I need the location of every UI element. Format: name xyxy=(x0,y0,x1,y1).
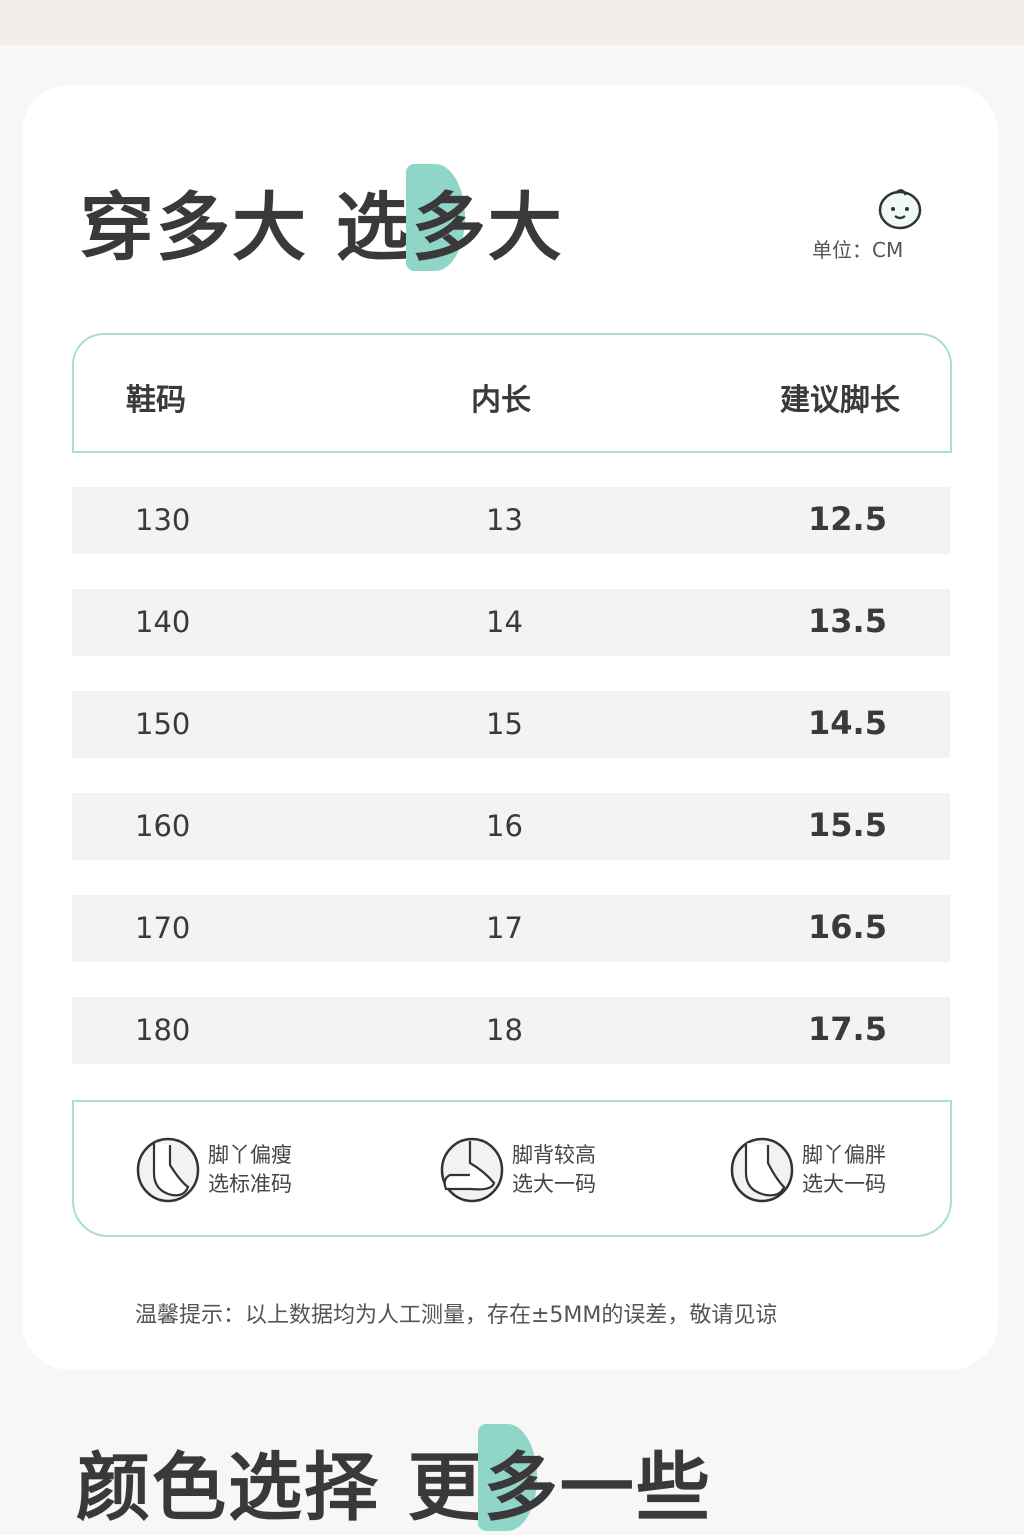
foot-thin-icon xyxy=(136,1137,200,1203)
title-highlight: 多 xyxy=(477,1424,560,1535)
inner-length-cell: 15 xyxy=(486,707,523,741)
tip-line1: 脚丫偏胖 xyxy=(802,1143,886,1167)
title-highlight-text: 多 xyxy=(411,185,488,271)
title-text-end: 大 xyxy=(487,185,564,271)
table-row: 170 17 16.5 xyxy=(72,895,950,962)
shoe-size-cell: 150 xyxy=(135,707,191,741)
foot-length-cell: 16.5 xyxy=(808,908,887,946)
title-text: 颜色选择 更 xyxy=(76,1445,484,1531)
tip-line1: 脚背较高 xyxy=(512,1143,596,1167)
title-text: 穿多大 选 xyxy=(80,185,412,271)
table-row: 140 14 13.5 xyxy=(72,589,950,656)
tip-thin: 脚丫偏瘦 选标准码 xyxy=(136,1137,292,1203)
foot-length-cell: 12.5 xyxy=(808,500,887,538)
foot-high-instep-icon xyxy=(440,1137,504,1203)
inner-length-cell: 18 xyxy=(486,1013,523,1047)
top-band xyxy=(0,0,1024,45)
tip-high-instep: 脚背较高 选大一码 xyxy=(440,1137,596,1203)
title-highlight: 多 xyxy=(405,164,488,275)
foot-length-cell: 14.5 xyxy=(808,704,887,742)
baby-face-icon xyxy=(878,189,922,230)
shoe-size-cell: 170 xyxy=(135,911,191,945)
table-row: 130 13 12.5 xyxy=(72,487,950,554)
tips-box: 脚丫偏瘦选标准码 脚背较高选大一码 脚丫偏胖选大一码 xyxy=(72,1100,952,1237)
inner-length-cell: 16 xyxy=(486,809,523,843)
tip-line2: 选大一码 xyxy=(512,1172,596,1196)
shoe-size-cell: 140 xyxy=(135,605,191,639)
tip-wide: 脚丫偏胖 选大一码 xyxy=(730,1137,886,1203)
tip-line2: 选大一码 xyxy=(802,1172,886,1196)
header-inner-length: 内长 xyxy=(471,383,531,418)
table-row: 150 15 14.5 xyxy=(72,691,950,758)
tip-line2: 选标准码 xyxy=(208,1172,292,1196)
foot-length-cell: 13.5 xyxy=(808,602,887,640)
title-text-end: 一些 xyxy=(559,1445,712,1531)
table-header: 鞋码 内长 建议脚长 xyxy=(72,333,952,453)
shoe-size-cell: 160 xyxy=(135,809,191,843)
inner-length-cell: 14 xyxy=(486,605,523,639)
color-title: 颜色选择 更多一些 xyxy=(76,1424,712,1535)
foot-length-cell: 15.5 xyxy=(808,806,887,844)
inner-length-cell: 17 xyxy=(486,911,523,945)
table-row: 180 18 17.5 xyxy=(72,997,950,1064)
inner-length-cell: 13 xyxy=(486,503,523,537)
header-shoe-size: 鞋码 xyxy=(126,383,186,418)
shoe-size-cell: 180 xyxy=(135,1013,191,1047)
tip-line1: 脚丫偏瘦 xyxy=(208,1143,292,1167)
unit-label: 单位：CM xyxy=(812,238,904,262)
foot-wide-icon xyxy=(730,1137,794,1203)
size-title: 穿多大 选多大 xyxy=(80,164,564,275)
shoe-size-cell: 130 xyxy=(135,503,191,537)
header-foot-length: 建议脚长 xyxy=(780,383,900,418)
title-highlight-text: 多 xyxy=(483,1445,560,1531)
foot-length-cell: 17.5 xyxy=(808,1010,887,1048)
measurement-note: 温馨提示：以上数据均为人工测量，存在±5MM的误差，敬请见谅 xyxy=(135,1303,778,1328)
table-row: 160 16 15.5 xyxy=(72,793,950,860)
